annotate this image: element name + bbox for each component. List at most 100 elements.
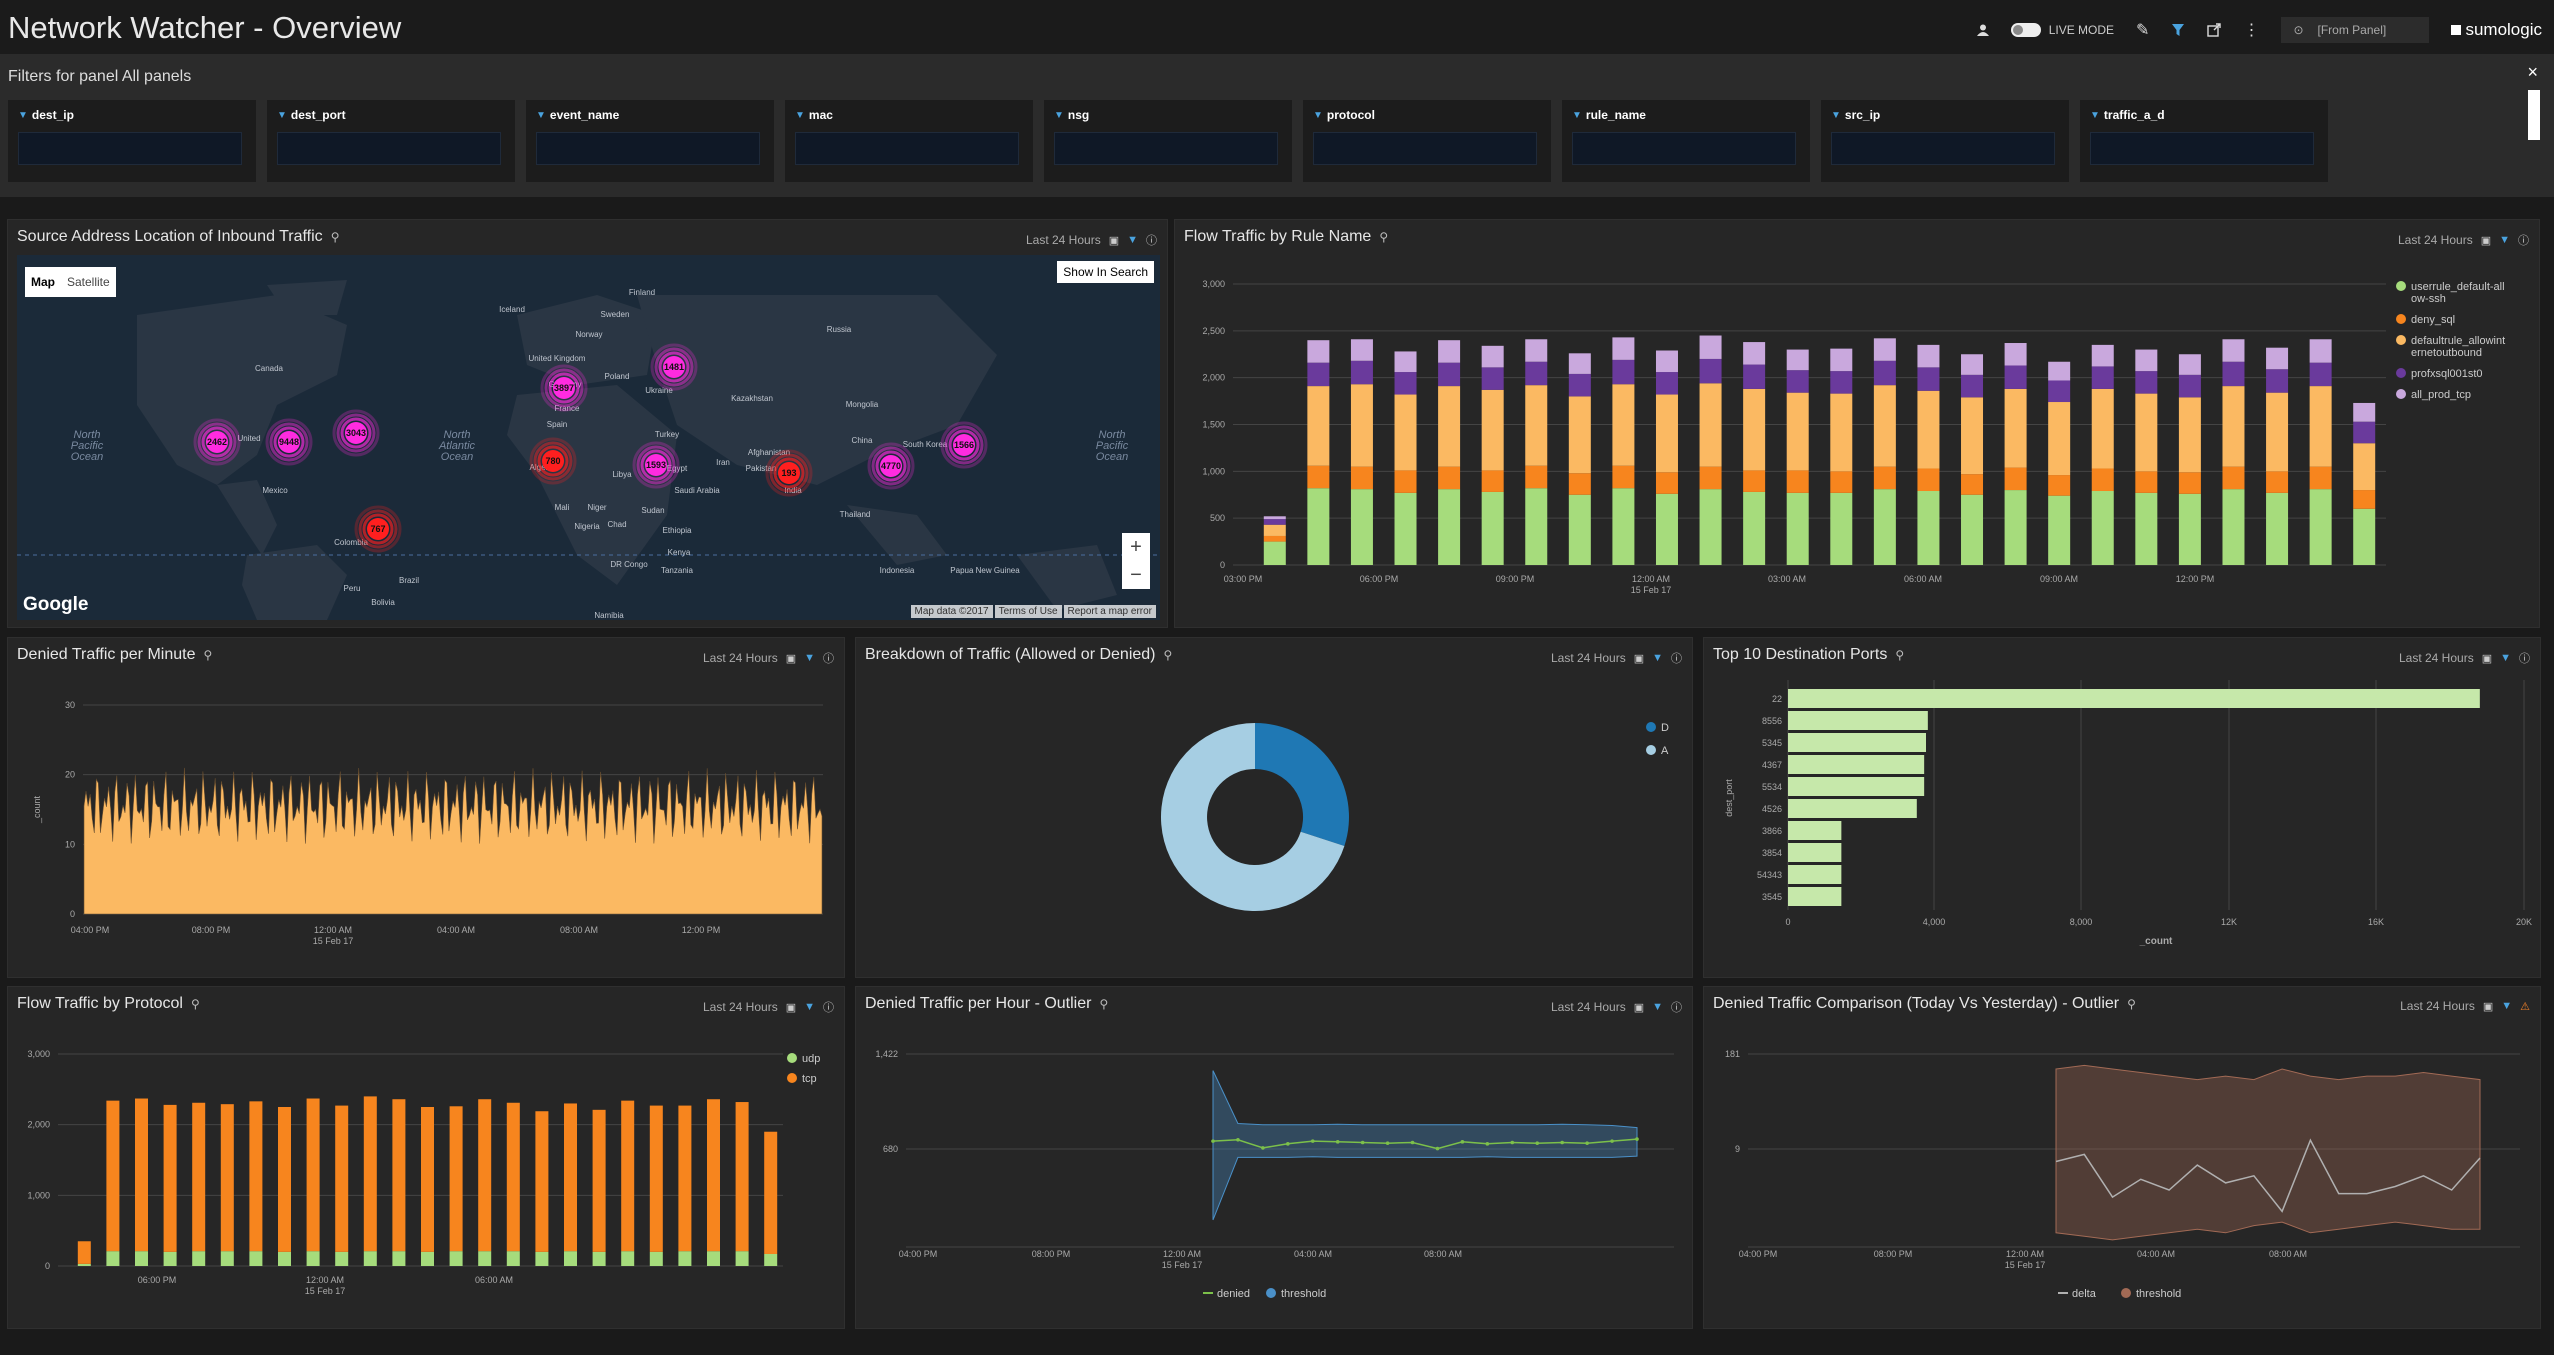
traffic-a-d-input[interactable]: [2090, 132, 2314, 165]
bar-segment: [1438, 466, 1461, 490]
live-mode-switch[interactable]: [2010, 23, 2041, 37]
user-icon[interactable]: [1976, 24, 1989, 36]
ocean-label: North: [74, 429, 101, 441]
land-central-america: [217, 480, 277, 555]
copy-icon[interactable]: ▣: [1633, 1001, 1645, 1014]
cluster-core[interactable]: [345, 422, 367, 444]
cluster-core[interactable]: [663, 356, 685, 378]
rule-name-input[interactable]: [1572, 132, 1796, 165]
report-error-link[interactable]: Report a map error: [1063, 605, 1156, 618]
filter-icon[interactable]: ▼: [1652, 1001, 1663, 1013]
cluster-core[interactable]: [953, 434, 975, 456]
live-mode-toggle[interactable]: LIVE MODE: [2010, 23, 2114, 37]
filter-icon[interactable]: ▼: [2499, 234, 2510, 246]
cluster-ring: [944, 425, 984, 465]
cluster-core[interactable]: [880, 455, 902, 477]
search-icon[interactable]: ⚲: [1163, 648, 1173, 662]
legend-swatch: [787, 1073, 797, 1083]
info-icon[interactable]: ⓘ: [1671, 653, 1682, 665]
search-icon[interactable]: ⚲: [190, 997, 200, 1011]
x-date-label: 15 Feb 17: [313, 936, 354, 946]
zoom-out-button[interactable]: −: [1130, 563, 1142, 586]
bar-segment: [2309, 362, 2332, 387]
copy-icon[interactable]: ▣: [1633, 652, 1645, 665]
map-place-label: Namibia: [594, 611, 624, 620]
info-icon[interactable]: ⓘ: [2519, 653, 2530, 665]
copy-icon[interactable]: ▣: [2481, 652, 2493, 665]
cluster-core[interactable]: [542, 450, 564, 472]
info-icon[interactable]: ⓘ: [1671, 1002, 1682, 1014]
copy-icon[interactable]: ▣: [785, 1001, 797, 1014]
map-attribution: Map data ©2017 Terms of Use Report a map…: [910, 605, 1156, 618]
share-icon[interactable]: [2207, 23, 2222, 37]
cluster-core[interactable]: [206, 431, 228, 453]
warning-icon[interactable]: ⚠: [2520, 1000, 2530, 1013]
copy-icon[interactable]: ▣: [2480, 234, 2492, 247]
y-tick-label: 9: [1735, 1144, 1740, 1154]
x-tick-label: 20K: [2516, 917, 2532, 927]
satellite-tab[interactable]: Satellite: [67, 275, 110, 289]
map-view[interactable]: North Pacific Ocean North Atlantic Ocean North…: [17, 255, 1160, 620]
edit-icon[interactable]: ✎: [2136, 22, 2150, 39]
event-name-input[interactable]: [536, 132, 760, 165]
cluster-core[interactable]: [553, 377, 575, 399]
dest-ip-input[interactable]: [18, 132, 242, 165]
cluster-core[interactable]: [367, 518, 389, 540]
copy-icon[interactable]: ▣: [2482, 1000, 2494, 1013]
search-icon[interactable]: ⚲: [1895, 648, 1905, 662]
mac-input[interactable]: [795, 132, 1019, 165]
x-tick-label: 12:00 PM: [682, 925, 721, 935]
search-icon[interactable]: ⚲: [1379, 230, 1389, 244]
bar-segment: [506, 1251, 520, 1266]
info-icon[interactable]: ⓘ: [823, 653, 834, 665]
search-icon[interactable]: ⚲: [1099, 997, 1109, 1011]
time-range-selector[interactable]: ⊙ [From Panel]: [2281, 17, 2430, 43]
src-ip-input[interactable]: [1831, 132, 2055, 165]
ocean-label: Pacific: [1096, 440, 1129, 452]
info-icon[interactable]: ⓘ: [1146, 235, 1157, 247]
filter-icon[interactable]: [2171, 23, 2185, 37]
filter-icon[interactable]: ▼: [2500, 652, 2511, 664]
y-tick-label: 1,500: [1202, 420, 1225, 430]
zoom-in-button[interactable]: +: [1130, 535, 1142, 558]
show-in-search-button[interactable]: Show In Search: [1057, 261, 1154, 283]
filters-scrollbar[interactable]: [2528, 90, 2540, 140]
map-cluster-marker: 780: [529, 437, 577, 485]
copy-icon[interactable]: ▣: [1108, 234, 1120, 247]
close-filters-button[interactable]: ×: [2527, 62, 2538, 82]
filter-icon[interactable]: ▼: [1652, 652, 1663, 664]
threshold-band: [2055, 1064, 2481, 1241]
cluster-core[interactable]: [278, 431, 300, 453]
terms-link[interactable]: Terms of Use: [994, 605, 1062, 618]
search-icon[interactable]: ⚲: [203, 648, 213, 662]
denied-minute-chart: 30 20 10 0 _count 04:00 PM 08:00 PM 12:00 AM 04:…: [32, 700, 823, 946]
map-place-label: Nigeria: [574, 522, 600, 531]
bar-segment: [1655, 350, 1678, 373]
cluster-ring: [875, 450, 907, 482]
bar-segment: [2091, 344, 2114, 367]
bar-segment: [1350, 339, 1373, 361]
cluster-core[interactable]: [645, 454, 667, 476]
nsg-input[interactable]: [1054, 132, 1278, 165]
x-date-label: 15 Feb 17: [305, 1286, 346, 1296]
y-tick-label: 0: [70, 909, 75, 919]
world-map[interactable]: NorthPacificOceanNorthAtlanticOceanNorth…: [17, 255, 1160, 620]
map-place-label: Peru: [344, 584, 361, 593]
info-icon[interactable]: ⓘ: [2518, 235, 2529, 247]
filter-icon[interactable]: ▼: [804, 652, 815, 664]
filter-icon[interactable]: ▼: [1127, 234, 1138, 246]
bar-segment: [135, 1098, 148, 1252]
protocol-input[interactable]: [1313, 132, 1537, 165]
more-options-icon[interactable]: ⋮: [2243, 22, 2260, 39]
y-tick-label: 181: [1725, 1049, 1740, 1059]
map-tab[interactable]: Map: [31, 275, 55, 289]
dest-port-input[interactable]: [277, 132, 501, 165]
cluster-core[interactable]: [778, 462, 800, 484]
info-icon[interactable]: ⓘ: [823, 1002, 834, 1014]
x-tick-label: 06:00 AM: [475, 1275, 513, 1285]
filter-icon[interactable]: ▼: [2501, 1000, 2513, 1012]
copy-icon[interactable]: ▣: [785, 652, 797, 665]
search-icon[interactable]: ⚲: [330, 230, 340, 244]
search-icon[interactable]: ⚲: [2127, 997, 2136, 1011]
filter-icon[interactable]: ▼: [804, 1001, 815, 1013]
